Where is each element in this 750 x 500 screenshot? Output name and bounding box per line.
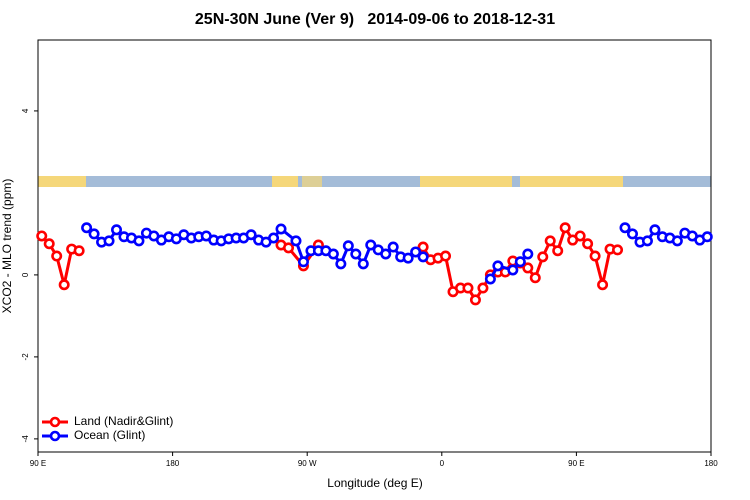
point [51, 250, 63, 262]
x-tick-label: 90 E [30, 459, 46, 468]
point [58, 279, 70, 291]
point [365, 239, 377, 251]
legend-marker [49, 416, 61, 428]
point [514, 256, 526, 268]
y-tick-label: -4 [21, 435, 30, 443]
point [380, 248, 392, 260]
point [81, 222, 93, 234]
legend-marker [49, 430, 61, 442]
legend-label: Land (Nadir&Glint) [74, 414, 173, 428]
point [574, 230, 586, 242]
point [88, 228, 100, 240]
y-tick-label: 0 [21, 272, 30, 277]
point [469, 294, 481, 306]
point [641, 235, 653, 247]
point [335, 258, 347, 270]
point [73, 245, 85, 257]
point [492, 260, 504, 272]
x-tick-label: 0 [440, 459, 445, 468]
point [410, 246, 422, 258]
point [417, 251, 429, 263]
point [133, 235, 145, 247]
point [484, 273, 496, 285]
point [589, 250, 601, 262]
point [387, 241, 399, 253]
point [297, 256, 309, 268]
point [522, 262, 534, 274]
x-tick-label: 180 [704, 459, 718, 468]
point [529, 272, 541, 284]
point [544, 235, 556, 247]
point [671, 235, 683, 247]
point [440, 250, 452, 262]
point [36, 230, 48, 242]
point [268, 232, 280, 244]
plot-frame [37, 39, 712, 453]
point [649, 224, 661, 236]
point [402, 252, 414, 264]
x-axis-label: Longitude (deg E) [327, 476, 422, 490]
point [357, 258, 369, 270]
point [462, 282, 474, 294]
point [701, 231, 713, 243]
x-tick-label: 90 W [298, 459, 317, 468]
point [477, 282, 489, 294]
point [619, 222, 631, 234]
land-ocean-strip [38, 176, 711, 187]
point [275, 223, 287, 235]
point [111, 224, 123, 236]
point [290, 235, 302, 247]
point [522, 248, 534, 260]
point [582, 238, 594, 250]
point [43, 238, 55, 250]
point [350, 248, 362, 260]
point [559, 222, 571, 234]
point [103, 235, 115, 247]
point [327, 248, 339, 260]
point [597, 279, 609, 291]
point [417, 241, 429, 253]
point [507, 264, 519, 276]
point [245, 229, 257, 241]
legend-label: Ocean (Glint) [74, 428, 145, 442]
point [552, 245, 564, 257]
point [342, 240, 354, 252]
chart-title: 25N-30N June (Ver 9) 2014-09-06 to 2018-… [195, 11, 555, 28]
point [612, 244, 624, 256]
y-tick-label: 4 [21, 108, 30, 113]
point [626, 228, 638, 240]
y-tick-label: -2 [21, 353, 30, 361]
x-tick-label: 180 [166, 459, 180, 468]
point [537, 251, 549, 263]
y-axis-label: XCO2 - MLO trend (ppm) [0, 179, 14, 314]
x-tick-label: 90 E [568, 459, 584, 468]
point [283, 242, 295, 254]
